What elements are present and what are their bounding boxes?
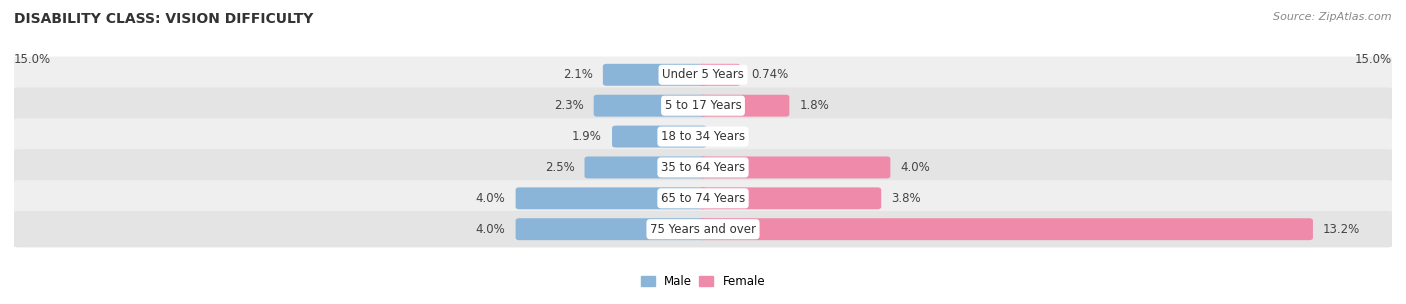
Text: 4.0%: 4.0% bbox=[475, 223, 506, 236]
Text: 15.0%: 15.0% bbox=[14, 53, 51, 66]
FancyBboxPatch shape bbox=[11, 149, 1395, 186]
Text: DISABILITY CLASS: VISION DIFFICULTY: DISABILITY CLASS: VISION DIFFICULTY bbox=[14, 12, 314, 26]
Text: 35 to 64 Years: 35 to 64 Years bbox=[661, 161, 745, 174]
FancyBboxPatch shape bbox=[585, 157, 707, 178]
Text: 4.0%: 4.0% bbox=[475, 192, 506, 205]
FancyBboxPatch shape bbox=[699, 157, 890, 178]
Legend: Male, Female: Male, Female bbox=[636, 271, 770, 293]
FancyBboxPatch shape bbox=[699, 64, 741, 86]
FancyBboxPatch shape bbox=[699, 95, 789, 117]
FancyBboxPatch shape bbox=[593, 95, 707, 117]
Text: 65 to 74 Years: 65 to 74 Years bbox=[661, 192, 745, 205]
FancyBboxPatch shape bbox=[11, 57, 1395, 93]
Text: 3.8%: 3.8% bbox=[891, 192, 921, 205]
Text: 2.1%: 2.1% bbox=[562, 68, 593, 81]
FancyBboxPatch shape bbox=[11, 88, 1395, 124]
FancyBboxPatch shape bbox=[516, 187, 707, 209]
FancyBboxPatch shape bbox=[612, 126, 707, 147]
Text: 1.9%: 1.9% bbox=[572, 130, 602, 143]
Text: 15.0%: 15.0% bbox=[1355, 53, 1392, 66]
Text: 0.0%: 0.0% bbox=[717, 130, 747, 143]
FancyBboxPatch shape bbox=[516, 218, 707, 240]
FancyBboxPatch shape bbox=[11, 118, 1395, 155]
FancyBboxPatch shape bbox=[11, 180, 1395, 216]
FancyBboxPatch shape bbox=[603, 64, 707, 86]
FancyBboxPatch shape bbox=[11, 211, 1395, 247]
Text: 4.0%: 4.0% bbox=[900, 161, 931, 174]
Text: 1.8%: 1.8% bbox=[800, 99, 830, 112]
Text: 75 Years and over: 75 Years and over bbox=[650, 223, 756, 236]
Text: 18 to 34 Years: 18 to 34 Years bbox=[661, 130, 745, 143]
FancyBboxPatch shape bbox=[699, 187, 882, 209]
Text: 0.74%: 0.74% bbox=[751, 68, 787, 81]
Text: 5 to 17 Years: 5 to 17 Years bbox=[665, 99, 741, 112]
Text: Source: ZipAtlas.com: Source: ZipAtlas.com bbox=[1274, 12, 1392, 22]
Text: 2.5%: 2.5% bbox=[544, 161, 575, 174]
FancyBboxPatch shape bbox=[699, 218, 1313, 240]
Text: 2.3%: 2.3% bbox=[554, 99, 583, 112]
Text: 13.2%: 13.2% bbox=[1323, 223, 1360, 236]
Text: Under 5 Years: Under 5 Years bbox=[662, 68, 744, 81]
